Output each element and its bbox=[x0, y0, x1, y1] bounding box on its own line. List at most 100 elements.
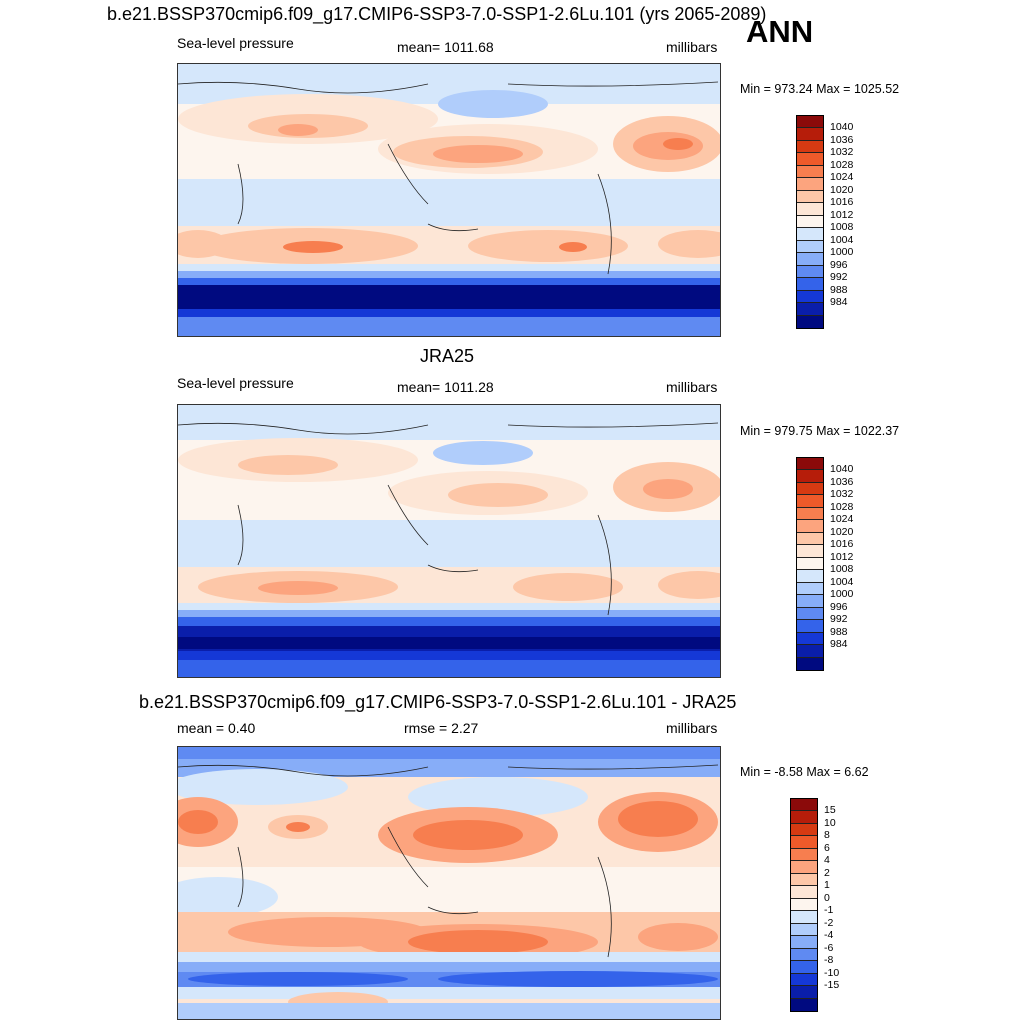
colorbar-swatch bbox=[797, 545, 823, 558]
panel-3-units: millibars bbox=[666, 720, 718, 736]
colorbar-label: -8 bbox=[824, 954, 834, 967]
colorbar-swatch bbox=[791, 961, 817, 974]
colorbar-label: 8 bbox=[824, 829, 830, 842]
colorbar-label: 1016 bbox=[830, 196, 854, 209]
colorbar-label: -1 bbox=[824, 904, 834, 917]
colorbar-label: 0 bbox=[824, 891, 830, 904]
colorbar-swatch bbox=[791, 836, 817, 849]
colorbar-label: 4 bbox=[824, 854, 830, 867]
colorbar-label: 1000 bbox=[830, 588, 854, 601]
panel-3-colorbar bbox=[790, 798, 818, 1012]
panel-2-minmax: Min = 979.75 Max = 1022.37 bbox=[740, 424, 900, 438]
colorbar-swatch bbox=[797, 215, 823, 229]
colorbar-swatch bbox=[797, 240, 823, 254]
colorbar-swatch bbox=[797, 278, 823, 291]
colorbar-swatch bbox=[797, 165, 823, 179]
colorbar-label: 1028 bbox=[830, 158, 854, 171]
panel-2-units: millibars bbox=[666, 379, 718, 395]
colorbar-swatch bbox=[791, 848, 817, 862]
colorbar-swatch bbox=[797, 632, 823, 646]
colorbar-swatch bbox=[797, 190, 823, 204]
colorbar-label: 1012 bbox=[830, 208, 854, 221]
panel-1-units: millibars bbox=[666, 39, 718, 55]
colorbar-label: 1040 bbox=[830, 121, 854, 134]
colorbar-swatch bbox=[797, 595, 823, 608]
colorbar-swatch bbox=[791, 948, 817, 962]
panel-1-map bbox=[177, 63, 721, 337]
case-title: b.e21.BSSP370cmip6.f09_g17.CMIP6-SSP3-7.… bbox=[107, 4, 767, 24]
colorbar-swatch bbox=[791, 873, 817, 887]
colorbar-swatch bbox=[797, 507, 823, 521]
panel-3-rmse: rmse = 2.27 bbox=[404, 720, 479, 736]
colorbar-swatch bbox=[797, 657, 823, 670]
colorbar-label: 10 bbox=[824, 816, 836, 829]
colorbar-label: -6 bbox=[824, 941, 834, 954]
panel-3-title: b.e21.BSSP370cmip6.f09_g17.CMIP6-SSP3-7.… bbox=[139, 692, 737, 712]
colorbar-label: 1004 bbox=[830, 575, 854, 588]
colorbar-label: 996 bbox=[830, 600, 848, 613]
colorbar-swatch bbox=[791, 811, 817, 824]
colorbar-label: -4 bbox=[824, 929, 834, 942]
colorbar-swatch bbox=[791, 799, 817, 812]
colorbar-swatch bbox=[797, 116, 823, 129]
colorbar-label: 992 bbox=[830, 613, 848, 626]
colorbar-swatch bbox=[797, 265, 823, 279]
colorbar-swatch bbox=[797, 607, 823, 621]
colorbar-label: 15 bbox=[824, 804, 836, 817]
colorbar-label: 992 bbox=[830, 271, 848, 284]
colorbar-swatch bbox=[797, 290, 823, 304]
colorbar-swatch bbox=[797, 470, 823, 483]
colorbar-swatch bbox=[791, 911, 817, 924]
colorbar-label: 1020 bbox=[830, 183, 854, 196]
colorbar-swatch bbox=[791, 936, 817, 949]
colorbar-swatch bbox=[797, 620, 823, 633]
colorbar-swatch bbox=[791, 973, 817, 987]
panel-1-minmax: Min = 973.24 Max = 1025.52 bbox=[740, 82, 900, 96]
colorbar-label: -2 bbox=[824, 916, 834, 929]
colorbar-label: 1032 bbox=[830, 146, 854, 159]
colorbar-swatch bbox=[797, 203, 823, 216]
panel-2-map bbox=[177, 404, 721, 678]
colorbar-label: -10 bbox=[824, 966, 840, 979]
colorbar-label: 1024 bbox=[830, 171, 854, 184]
colorbar-swatch bbox=[797, 153, 823, 166]
colorbar-swatch bbox=[797, 495, 823, 508]
colorbar-swatch bbox=[791, 898, 817, 912]
colorbar-swatch bbox=[791, 986, 817, 999]
colorbar-swatch bbox=[797, 482, 823, 496]
panel-1-left-label: Sea-level pressure bbox=[177, 35, 294, 51]
panel-3-mean: mean = 0.40 bbox=[177, 720, 256, 736]
colorbar-label: 1040 bbox=[830, 463, 854, 476]
colorbar-swatch bbox=[797, 582, 823, 596]
panel-2-title: JRA25 bbox=[420, 346, 475, 366]
colorbar-swatch bbox=[797, 520, 823, 533]
colorbar-swatch bbox=[797, 557, 823, 571]
colorbar-label: 1012 bbox=[830, 550, 854, 563]
colorbar-label: 988 bbox=[830, 625, 848, 638]
season-label: ANN bbox=[746, 14, 814, 49]
colorbar-label: 1004 bbox=[830, 233, 854, 246]
colorbar-swatch bbox=[797, 253, 823, 266]
colorbar-label: 1016 bbox=[830, 538, 854, 551]
colorbar-swatch bbox=[797, 458, 823, 471]
panel-2-left-label: Sea-level pressure bbox=[177, 375, 294, 391]
colorbar-swatch bbox=[791, 923, 817, 937]
panel-2-mean: mean= 1011.28 bbox=[397, 379, 494, 395]
colorbar-swatch bbox=[797, 303, 823, 316]
colorbar-label: 1008 bbox=[830, 563, 854, 576]
panel-1-colorbar bbox=[796, 115, 824, 329]
colorbar-label: 984 bbox=[830, 638, 848, 651]
colorbar-label: 1024 bbox=[830, 513, 854, 526]
panel-2-colorbar bbox=[796, 457, 824, 671]
colorbar-label: 1036 bbox=[830, 475, 854, 488]
colorbar-label: 1000 bbox=[830, 246, 854, 259]
colorbar-label: 1032 bbox=[830, 488, 854, 501]
colorbar-swatch bbox=[791, 998, 817, 1011]
colorbar-label: 1028 bbox=[830, 500, 854, 513]
colorbar-swatch bbox=[791, 886, 817, 899]
colorbar-swatch bbox=[797, 140, 823, 154]
colorbar-swatch bbox=[797, 178, 823, 191]
colorbar-label: 6 bbox=[824, 841, 830, 854]
colorbar-label: 996 bbox=[830, 258, 848, 271]
colorbar-swatch bbox=[797, 228, 823, 241]
